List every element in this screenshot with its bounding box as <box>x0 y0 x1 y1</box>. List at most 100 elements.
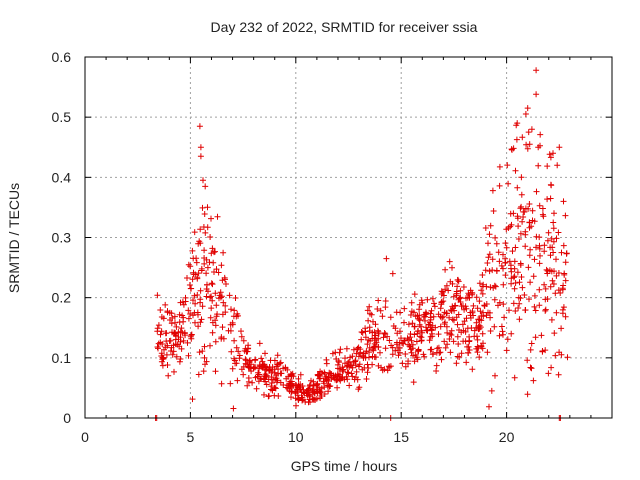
data-point <box>548 364 555 371</box>
data-point <box>555 371 562 378</box>
data-point <box>417 333 424 340</box>
data-point <box>306 383 313 389</box>
data-point <box>366 349 373 356</box>
data-point <box>173 333 179 340</box>
data-point <box>559 306 566 313</box>
data-point <box>196 238 203 245</box>
data-point <box>334 361 341 368</box>
data-point <box>504 162 511 169</box>
data-point <box>245 378 252 385</box>
data-point <box>353 350 360 357</box>
data-point <box>256 365 262 372</box>
x-tick-label: 0 <box>81 429 89 445</box>
data-point <box>449 316 456 323</box>
data-point <box>487 222 494 229</box>
data-point <box>257 375 264 382</box>
data-point <box>245 345 252 352</box>
data-point <box>223 281 229 287</box>
data-point <box>300 389 307 396</box>
data-point <box>318 370 325 376</box>
data-point <box>351 376 358 383</box>
data-point <box>202 183 209 190</box>
data-point <box>159 354 166 361</box>
data-point <box>486 251 493 258</box>
data-point <box>287 371 294 377</box>
data-point <box>194 292 201 298</box>
data-point <box>251 364 257 371</box>
data-point <box>285 373 292 380</box>
data-point <box>524 391 531 398</box>
data-point <box>486 309 493 316</box>
data-point <box>266 364 273 370</box>
data-point <box>195 270 202 277</box>
data-point <box>550 249 557 256</box>
data-point <box>414 312 421 319</box>
data-point <box>218 262 225 269</box>
data-point <box>503 244 510 251</box>
data-point <box>259 364 266 371</box>
data-point <box>307 399 313 405</box>
data-point <box>505 180 512 187</box>
data-point <box>176 319 183 326</box>
data-point <box>510 300 517 307</box>
data-point <box>382 331 389 337</box>
data-point <box>560 304 567 311</box>
data-point <box>508 221 515 228</box>
data-point <box>509 248 516 255</box>
data-point <box>523 141 530 148</box>
data-point <box>407 334 414 341</box>
data-point <box>449 264 455 271</box>
data-point <box>228 348 235 355</box>
data-point <box>514 269 521 276</box>
data-point <box>474 343 481 350</box>
data-point <box>199 348 206 355</box>
data-point <box>547 154 554 161</box>
data-point <box>200 368 207 375</box>
data-point <box>238 333 245 340</box>
y-axis-label: SRMTID / TECUs <box>6 183 22 293</box>
data-point <box>189 247 196 254</box>
data-point <box>465 290 472 297</box>
data-point <box>204 264 211 271</box>
data-point <box>484 349 491 356</box>
y-tick-label: 0.1 <box>52 350 72 366</box>
data-point <box>194 275 201 282</box>
data-point <box>173 353 180 360</box>
data-point <box>562 313 569 320</box>
data-point <box>354 345 361 352</box>
data-point <box>229 365 236 372</box>
data-point <box>451 317 457 324</box>
data-point <box>358 336 365 343</box>
data-point <box>268 383 275 390</box>
data-point <box>546 151 553 158</box>
data-point <box>404 335 411 342</box>
data-point <box>366 303 373 310</box>
data-point <box>526 219 533 226</box>
ticks: 0 5 10 15 20 0 0.1 0.2 0.3 0.4 0.5 0.6 <box>52 49 612 445</box>
data-point <box>410 379 417 386</box>
data-point <box>314 380 321 387</box>
data-point <box>550 219 557 226</box>
data-point <box>564 354 571 361</box>
data-point <box>502 240 509 247</box>
data-point <box>212 248 218 255</box>
data-point <box>495 249 502 256</box>
data-point <box>256 340 263 347</box>
data-point <box>305 386 312 393</box>
data-point <box>220 335 227 342</box>
data-point <box>411 323 418 330</box>
data-point <box>450 305 456 312</box>
data-point <box>456 295 463 302</box>
data-point <box>522 228 529 235</box>
data-point <box>442 344 449 351</box>
data-point <box>343 363 350 370</box>
data-point <box>553 309 560 316</box>
data-point <box>548 316 555 323</box>
data-point <box>462 328 469 335</box>
data-point <box>547 252 554 259</box>
data-point <box>539 205 546 212</box>
data-point <box>209 297 216 304</box>
data-point <box>208 250 215 257</box>
data-point <box>454 321 461 328</box>
data-point <box>164 308 171 315</box>
